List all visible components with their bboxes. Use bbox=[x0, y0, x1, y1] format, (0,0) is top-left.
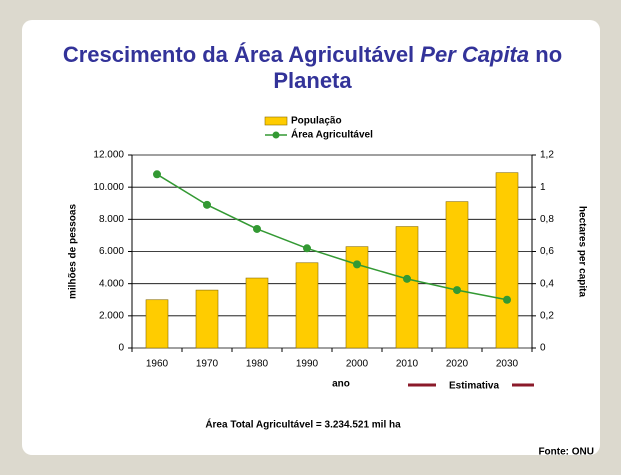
title-lead: Crescimento da Área Agricultável bbox=[62, 42, 415, 67]
line-point bbox=[303, 244, 311, 253]
bar bbox=[445, 201, 469, 349]
line-point bbox=[453, 286, 461, 295]
y-tick-label: 12.000 bbox=[93, 150, 124, 161]
bar bbox=[495, 172, 519, 349]
x-axis-label: ano bbox=[332, 379, 350, 390]
line-point bbox=[253, 224, 261, 233]
title-tail: no Planeta bbox=[273, 42, 563, 93]
y2-tick-label: 1 bbox=[540, 182, 546, 193]
legend-label: Área Agricultável bbox=[291, 128, 373, 141]
line-point bbox=[353, 260, 361, 269]
bar bbox=[395, 226, 419, 349]
x-tick-label: 1970 bbox=[196, 359, 219, 370]
legend-label: População bbox=[291, 116, 342, 127]
bar bbox=[345, 246, 369, 349]
line bbox=[156, 173, 508, 301]
y-tick-label: 8.000 bbox=[99, 214, 124, 225]
bar bbox=[195, 289, 219, 349]
line-point bbox=[503, 295, 511, 304]
source: Fonte: ONU bbox=[538, 447, 594, 458]
y2-tick-label: 0 bbox=[540, 343, 546, 354]
y-tick-label: 6.000 bbox=[99, 246, 124, 257]
y2-tick-label: 1,2 bbox=[540, 150, 554, 161]
y2-tick-label: 0,6 bbox=[540, 246, 554, 257]
x-tick-label: 2020 bbox=[446, 359, 469, 370]
line-point bbox=[203, 200, 211, 209]
y2-tick-label: 0,2 bbox=[540, 310, 554, 321]
x-tick-label: 2010 bbox=[396, 359, 419, 370]
legend-swatch bbox=[272, 131, 280, 139]
x-tick-label: 1980 bbox=[246, 359, 269, 370]
line-point bbox=[153, 170, 161, 179]
x-tick-label: 2000 bbox=[346, 359, 369, 370]
y-tick-label: 0 bbox=[118, 343, 124, 354]
x-tick-label: 1990 bbox=[296, 359, 319, 370]
y2-axis-label: hectares per capita bbox=[576, 206, 587, 298]
y-tick-label: 2.000 bbox=[99, 310, 124, 321]
x-tick-label: 2030 bbox=[496, 359, 519, 370]
legend-swatch bbox=[264, 116, 288, 126]
title-emphasis: Per Capita bbox=[420, 42, 530, 67]
line-point bbox=[403, 274, 411, 283]
bar bbox=[145, 299, 169, 349]
bar bbox=[295, 262, 319, 349]
x-tick-label: 1960 bbox=[146, 359, 169, 370]
y-tick-label: 10.000 bbox=[93, 182, 124, 193]
y-tick-label: 4.000 bbox=[99, 278, 124, 289]
footnote: Área Total Agricultável = 3.234.521 mil … bbox=[205, 418, 401, 431]
y-axis-label: milhões de pessoas bbox=[68, 204, 79, 299]
annotation: Estimativa bbox=[449, 381, 499, 392]
bar bbox=[245, 277, 269, 349]
y2-tick-label: 0,4 bbox=[540, 278, 554, 289]
chart-title: Crescimento da Área Agricultável Per Cap… bbox=[40, 42, 585, 94]
y2-tick-label: 0,8 bbox=[540, 214, 554, 225]
